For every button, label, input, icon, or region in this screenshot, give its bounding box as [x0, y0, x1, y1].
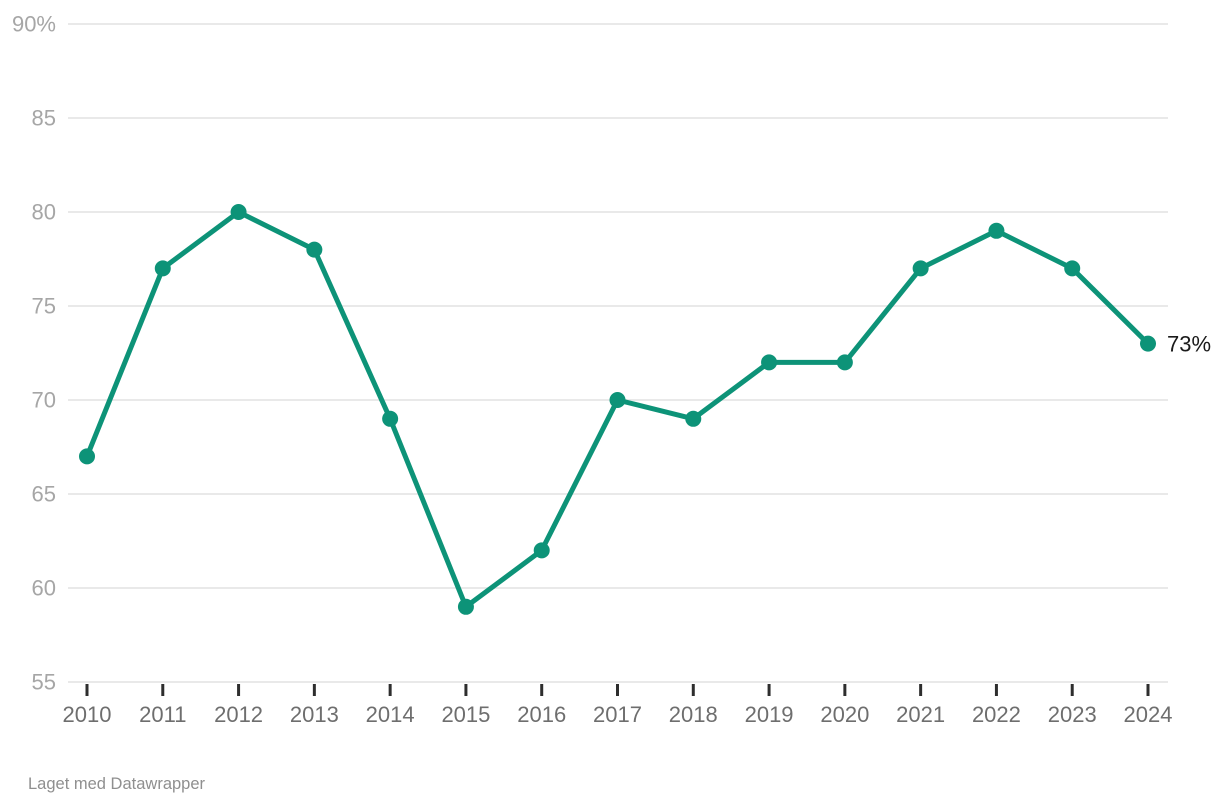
y-tick-label: 65	[32, 482, 56, 507]
y-tick-label: 90%	[12, 12, 56, 37]
data-point[interactable]	[685, 410, 702, 427]
data-line	[84, 209, 1151, 610]
data-point[interactable]	[457, 598, 474, 615]
y-tick-label: 55	[32, 670, 56, 695]
end-value-label: 73%	[1167, 331, 1211, 356]
data-point[interactable]	[79, 448, 95, 465]
data-point[interactable]	[836, 354, 853, 371]
chart-attribution: Laget med Datawrapper	[28, 775, 205, 795]
y-tick-label: 80	[32, 200, 56, 225]
data-point[interactable]	[230, 204, 247, 220]
x-tick-label: 2016	[517, 702, 566, 727]
x-tick-label: 2011	[139, 702, 186, 727]
data-point[interactable]	[1140, 335, 1156, 352]
x-tick-label: 2019	[745, 702, 794, 727]
y-tick-label: 60	[32, 576, 56, 601]
data-point[interactable]	[306, 241, 323, 258]
data-point[interactable]	[382, 410, 399, 427]
data-point[interactable]	[912, 260, 929, 277]
x-tick-label: 2024	[1124, 702, 1173, 727]
x-tick-label: 2013	[290, 702, 339, 727]
x-tick-label: 2022	[972, 702, 1021, 727]
y-tick-label: 75	[32, 294, 56, 319]
data-point[interactable]	[988, 222, 1005, 239]
data-point[interactable]	[761, 354, 778, 371]
chart-canvas: 55 60 65 70 75 80 85 90% 2010 2011 2012 2013 2014 201…	[12, 12, 1211, 727]
x-tick-label: 2023	[1048, 702, 1097, 727]
x-tick-label: 2015	[441, 702, 490, 727]
x-tick-label: 2014	[366, 702, 415, 727]
data-point[interactable]	[1064, 260, 1081, 277]
y-tick-label: 70	[32, 388, 56, 413]
data-point[interactable]	[609, 392, 626, 408]
y-tick-label: 85	[32, 106, 56, 131]
x-tick-label: 2021	[896, 702, 945, 727]
x-tick-label: 2020	[820, 702, 869, 727]
x-tick-label: 2010	[63, 702, 112, 727]
x-tick-label: 2012	[214, 702, 263, 727]
x-tick-label: 2018	[669, 702, 718, 727]
datawrapper-attribution-link[interactable]: Laget med Datawrapper	[28, 775, 206, 793]
x-tick-label: 2017	[593, 702, 642, 727]
data-point[interactable]	[154, 260, 171, 277]
data-point[interactable]	[533, 542, 550, 559]
